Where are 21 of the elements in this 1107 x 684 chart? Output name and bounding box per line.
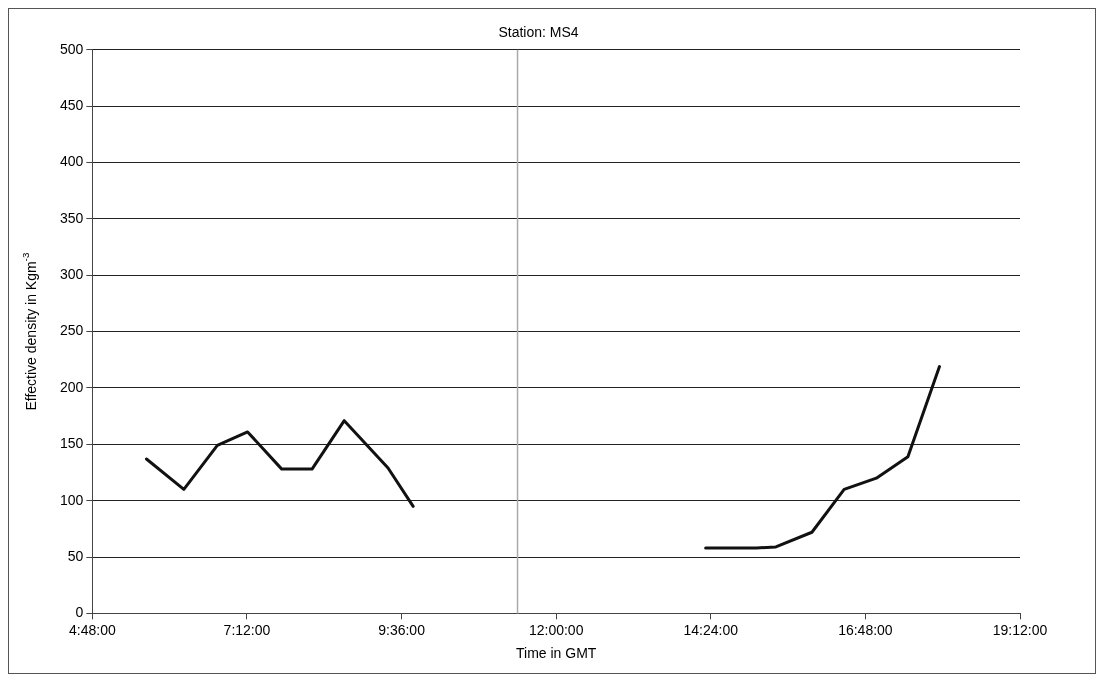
- y-tick-label: 400: [60, 153, 84, 170]
- x-axis-title: Time in GMT: [515, 645, 597, 662]
- y-tick-label: 50: [67, 547, 84, 564]
- x-tick-label: 7:12:00: [223, 621, 271, 638]
- x-tick-label: 14:24:00: [683, 621, 739, 638]
- y-tick-label: 450: [60, 97, 84, 114]
- y-tick-label: 300: [60, 266, 84, 283]
- y-tick-label: 150: [60, 435, 84, 452]
- y-tick-label: 100: [60, 491, 84, 508]
- y-tick-label: 0: [75, 604, 84, 621]
- y-tick-label: 250: [60, 322, 84, 339]
- y-tick-label: 500: [60, 40, 84, 57]
- x-tick-label: 4:48:00: [69, 621, 116, 638]
- x-tick-label: 12:00:00: [528, 621, 584, 638]
- x-tick-label: 9:36:00: [378, 621, 426, 638]
- chart-title: Station: MS4: [498, 24, 579, 41]
- x-tick-label: 19:12:00: [992, 621, 1048, 638]
- y-axis-title: Effective density in Kgm-3: [20, 252, 40, 411]
- y-tick-label: 200: [60, 378, 84, 395]
- y-tick-label: 350: [60, 209, 84, 226]
- x-tick-label: 16:48:00: [838, 621, 893, 638]
